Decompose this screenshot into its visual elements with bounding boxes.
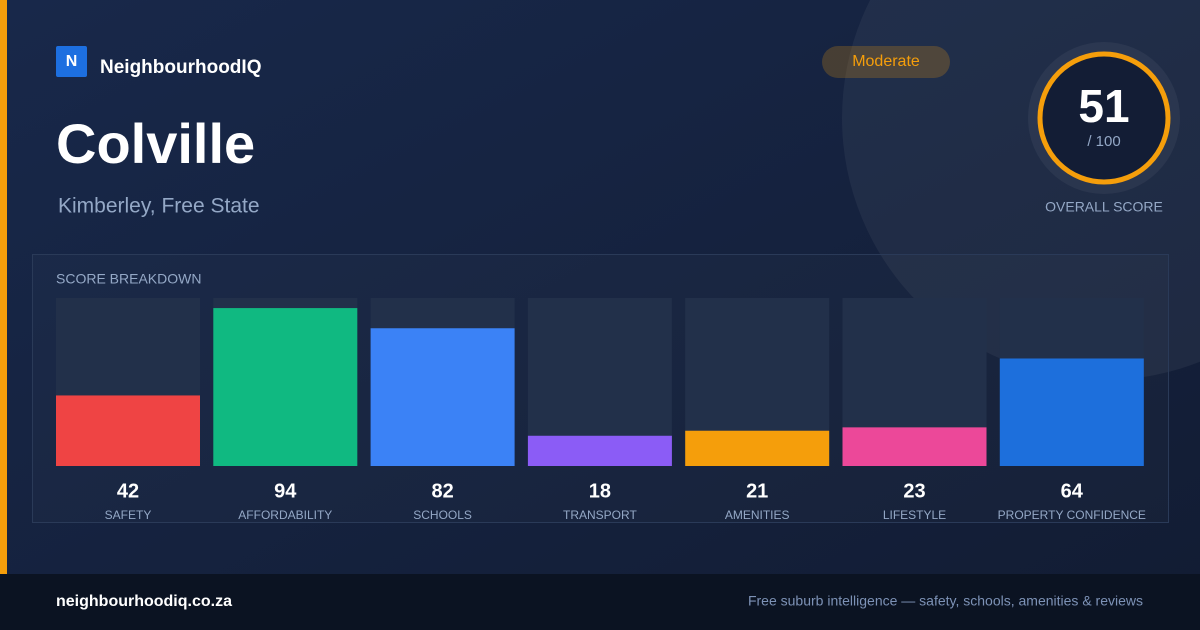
bar: [370, 328, 515, 466]
footer-tagline: Free suburb intelligence — safety, schoo…: [748, 593, 1143, 609]
badge-text: Moderate: [852, 53, 920, 70]
subtitle: Kimberley, Free State: [58, 195, 260, 218]
bar: [527, 435, 672, 466]
score-value: 51: [1078, 80, 1129, 132]
footer: [0, 574, 1200, 630]
category-label: SAFETY: [105, 508, 152, 522]
chart-title: SCORE BREAKDOWN: [56, 271, 201, 287]
logo-letter: N: [66, 53, 78, 70]
title: Colville: [56, 112, 255, 175]
value-label: 94: [274, 480, 297, 502]
score-ring: [1037, 51, 1171, 185]
bar: [56, 395, 200, 466]
category-label: TRANSPORT: [563, 508, 637, 522]
category-label: SCHOOLS: [413, 508, 472, 522]
score-label: OVERALL SCORE: [1045, 199, 1163, 215]
score-max: / 100: [1087, 133, 1120, 150]
bar: [213, 308, 358, 466]
accent-stripe: [0, 0, 7, 574]
category-label: AFFORDABILITY: [238, 508, 332, 522]
badge: [822, 46, 950, 78]
category-label: LIFESTYLE: [883, 508, 946, 522]
logo: [56, 46, 87, 77]
value-label: 42: [117, 480, 139, 502]
value-label: 82: [431, 480, 453, 502]
footer-site: neighbourhoodiq.co.za: [56, 593, 232, 610]
bar: [999, 358, 1144, 466]
value-label: 64: [1061, 480, 1084, 502]
value-label: 18: [589, 480, 611, 502]
bar: [685, 430, 830, 466]
brand-name: NeighbourhoodIQ: [100, 57, 261, 78]
bar: [842, 427, 987, 466]
value-label: 21: [746, 480, 768, 502]
value-label: 23: [903, 480, 925, 502]
breakdown-panel: [32, 254, 1169, 523]
category-label: PROPERTY CONFIDENCE: [998, 508, 1146, 522]
category-label: AMENITIES: [725, 508, 790, 522]
